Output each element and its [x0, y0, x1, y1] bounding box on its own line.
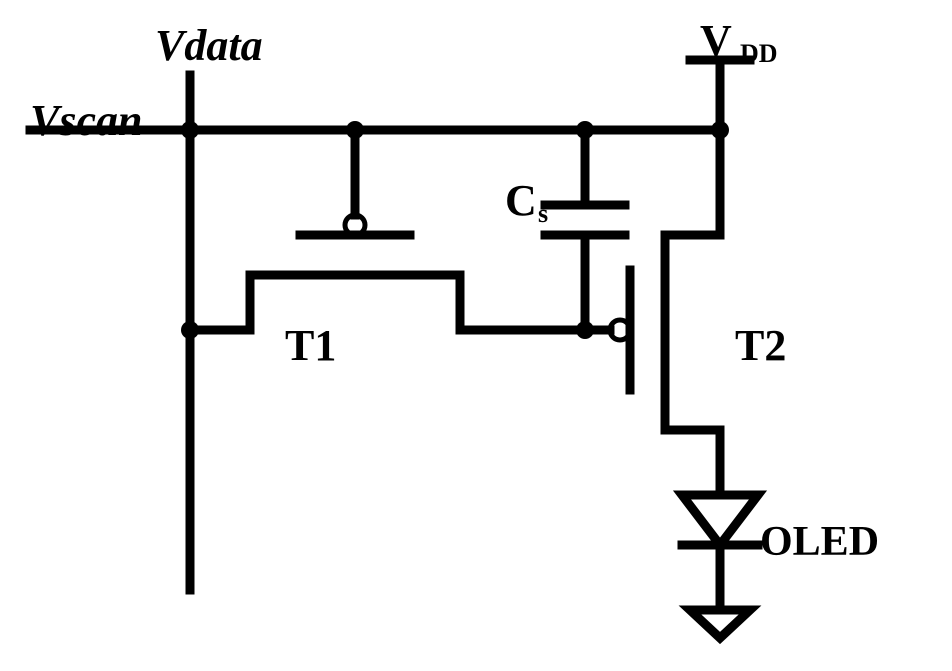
node-cs-top: [576, 121, 594, 139]
node-t1-gate-tap: [346, 121, 364, 139]
label-vdd_sub: DD: [740, 39, 778, 68]
ground-symbol: [690, 610, 750, 638]
node-vscan-vdata: [181, 121, 199, 139]
node-vdd: [711, 121, 729, 139]
label-vscan: Vscan: [30, 96, 142, 145]
node-t1-source: [181, 321, 199, 339]
pixel-circuit-diagram: Vdata Vscan V DD Cs T1 T2 OLED: [0, 0, 952, 671]
label-oled: OLED: [760, 519, 879, 565]
label-vdd: V: [700, 16, 732, 65]
label-vdata: Vdata: [155, 21, 263, 70]
label-cs: C: [505, 176, 537, 225]
label-t1: T1: [285, 321, 336, 370]
label-t2: T2: [735, 321, 786, 370]
oled-symbol: [682, 495, 758, 545]
label-cs_sub: s: [538, 199, 548, 228]
